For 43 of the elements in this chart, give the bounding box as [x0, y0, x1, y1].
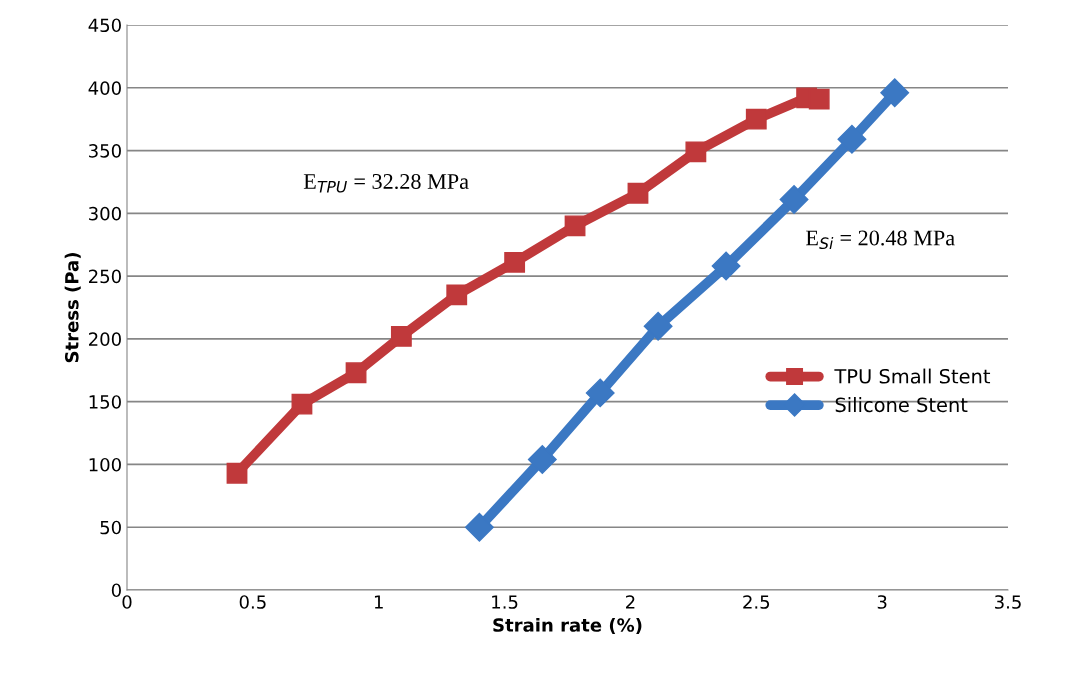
point: [643, 311, 673, 341]
x-tick-label: 3: [877, 595, 887, 609]
point: [226, 462, 248, 484]
legend-label: Silicone Stent: [835, 397, 968, 413]
x-tick-label: 2.5: [743, 595, 770, 609]
point: [627, 182, 649, 204]
y-tick-label: 350: [89, 144, 121, 158]
y-tick-label: 250: [89, 269, 121, 284]
point: [808, 88, 830, 110]
y-tick-label: 200: [89, 332, 121, 347]
point: [390, 325, 412, 347]
point: [464, 512, 494, 542]
point: [345, 362, 367, 384]
y-tick-label: 0: [111, 583, 121, 598]
annotation: E$_{Si}$ = 20.48 MPa: [806, 230, 955, 250]
point: [711, 251, 741, 281]
y-axis-title: Stress (Pa): [64, 253, 81, 363]
y-tick-label: 400: [88, 81, 121, 95]
point: [446, 284, 468, 306]
x-axis-title: Strain rate (%): [493, 617, 642, 634]
y-tick-label: 100: [89, 457, 121, 472]
point: [880, 78, 910, 108]
point: [291, 393, 313, 415]
point: [527, 444, 557, 474]
annotation: E$_{TPU}$ = 32.28 MPa: [303, 173, 469, 193]
y-tick-label: 50: [100, 520, 121, 535]
y-tick-label: 450: [88, 18, 121, 33]
point: [685, 141, 707, 163]
x-tick-label: 1: [374, 595, 383, 609]
point: [504, 251, 526, 273]
point: [564, 215, 586, 237]
x-tick-label: 0.5: [239, 595, 266, 609]
point: [779, 185, 809, 214]
x-tick-label: 2: [626, 595, 635, 609]
y-tick-label: 150: [89, 395, 121, 409]
legend-label: TPU Small Stent: [834, 368, 991, 384]
point: [837, 124, 867, 154]
x-tick-label: 3.5: [995, 595, 1021, 609]
y-tick-label: 300: [89, 206, 121, 221]
x-tick-label: 1.5: [492, 595, 518, 609]
point: [745, 108, 767, 130]
x-tick-label: 0: [122, 595, 132, 609]
point: [585, 378, 615, 408]
